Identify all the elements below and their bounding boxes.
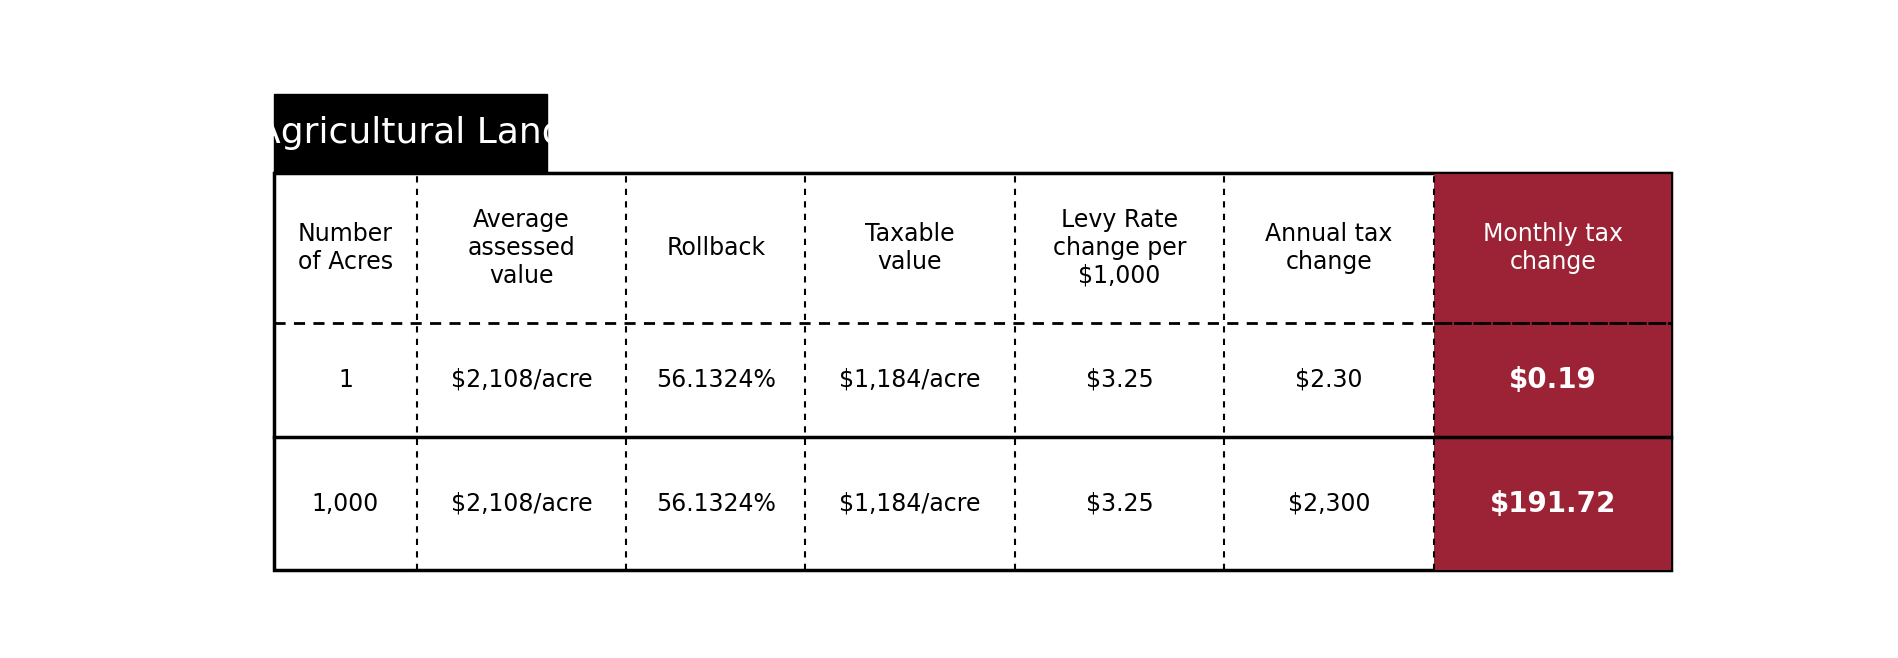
Text: Number
of Acres: Number of Acres xyxy=(298,222,393,274)
Text: Taxable
value: Taxable value xyxy=(865,222,955,274)
FancyBboxPatch shape xyxy=(1433,437,1672,570)
Text: $2,108/acre: $2,108/acre xyxy=(452,368,592,392)
Text: Rollback: Rollback xyxy=(666,236,765,260)
FancyBboxPatch shape xyxy=(1433,173,1672,323)
Text: $191.72: $191.72 xyxy=(1490,490,1615,518)
Text: $1,184/acre: $1,184/acre xyxy=(839,368,981,392)
FancyBboxPatch shape xyxy=(1433,323,1672,437)
Text: $3.25: $3.25 xyxy=(1086,492,1154,516)
Text: Average
assessed
value: Average assessed value xyxy=(467,208,575,288)
Text: $2,108/acre: $2,108/acre xyxy=(452,492,592,516)
Text: $0.19: $0.19 xyxy=(1509,366,1596,394)
Text: $3.25: $3.25 xyxy=(1086,368,1154,392)
Text: Agricultural Land: Agricultural Land xyxy=(256,116,564,151)
Text: 56.1324%: 56.1324% xyxy=(657,492,776,516)
Text: Monthly tax
change: Monthly tax change xyxy=(1482,222,1623,274)
Text: $1,184/acre: $1,184/acre xyxy=(839,492,981,516)
FancyBboxPatch shape xyxy=(273,94,547,173)
Text: Levy Rate
change per
$1,000: Levy Rate change per $1,000 xyxy=(1053,208,1186,288)
Text: 56.1324%: 56.1324% xyxy=(657,368,776,392)
Text: Annual tax
change: Annual tax change xyxy=(1266,222,1393,274)
Text: $2,300: $2,300 xyxy=(1289,492,1370,516)
Text: 1: 1 xyxy=(338,368,353,392)
Text: 1,000: 1,000 xyxy=(311,492,380,516)
Text: $2.30: $2.30 xyxy=(1294,368,1363,392)
